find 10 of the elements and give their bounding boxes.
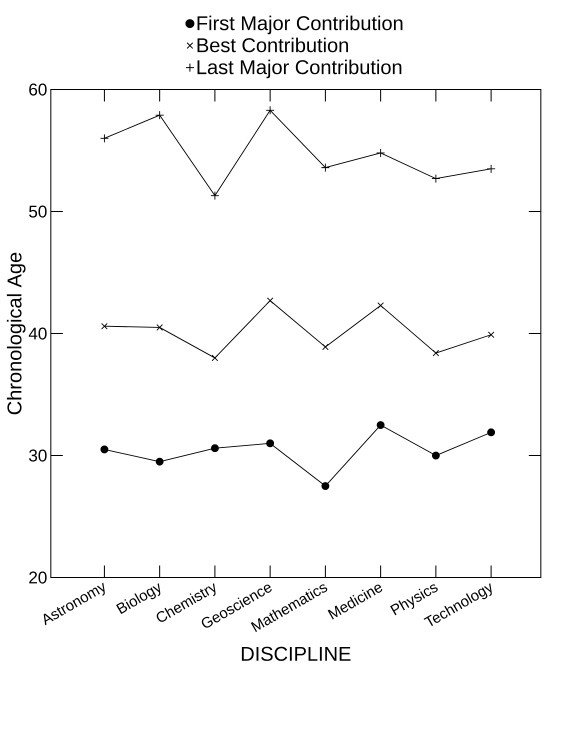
y-tick-label: 40: [28, 328, 47, 340]
legend-label: Last Major Contribution: [198, 60, 402, 78]
x-axis-title: DISCIPLINE: [242, 646, 351, 661]
y-tick-label: 20: [29, 572, 47, 584]
legend-label: Best Contribution: [198, 38, 348, 52]
y-tick-label: 60: [29, 84, 47, 96]
y-tick-label: 50: [29, 206, 47, 218]
y-tick-label: 30: [29, 450, 47, 462]
y-axis-title: Chronological Age: [6, 252, 26, 414]
legend-label: First Major Contribution: [198, 16, 402, 34]
